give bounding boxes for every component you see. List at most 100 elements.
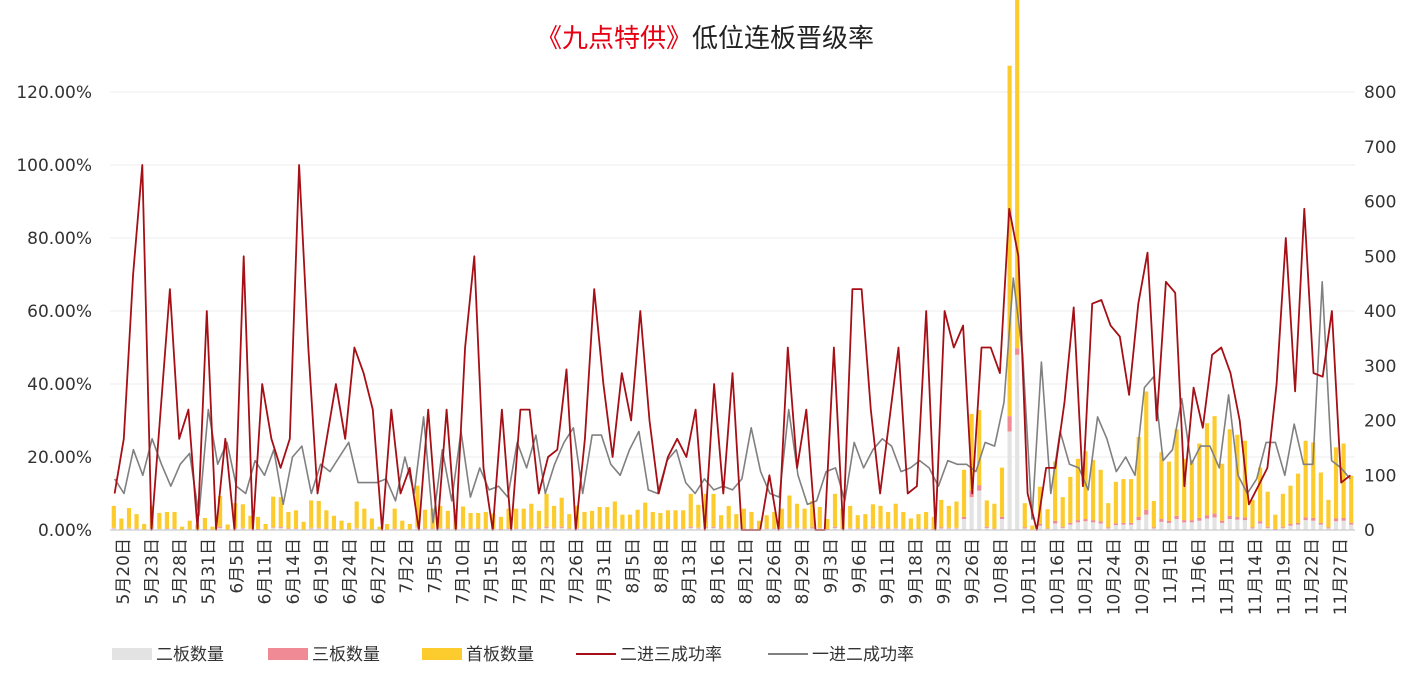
bar-board1 bbox=[1333, 447, 1339, 519]
bar-board3 bbox=[779, 528, 784, 529]
bar-board1 bbox=[1250, 499, 1255, 528]
bar-board1 bbox=[1045, 509, 1050, 529]
bar-board3 bbox=[1075, 520, 1080, 523]
bar-board1 bbox=[855, 515, 860, 529]
bar-board3 bbox=[422, 528, 428, 529]
bar-board1 bbox=[673, 510, 678, 529]
bar-board1 bbox=[1258, 467, 1263, 522]
bar-board3 bbox=[961, 516, 967, 520]
bar-board2 bbox=[164, 528, 170, 530]
bar-board2 bbox=[794, 528, 800, 530]
bar-board2 bbox=[1235, 519, 1240, 530]
bar-board3 bbox=[1311, 517, 1316, 521]
bar-board3 bbox=[764, 528, 769, 529]
bar-board2 bbox=[992, 528, 997, 530]
bar-board1 bbox=[1204, 423, 1210, 516]
x-tick-label: 8月5日 bbox=[623, 538, 643, 594]
bar-board1 bbox=[901, 511, 906, 529]
bar-board3 bbox=[772, 528, 777, 529]
bar-board3 bbox=[848, 527, 853, 529]
bar-board2 bbox=[764, 528, 769, 530]
bar-board2 bbox=[1015, 354, 1020, 530]
bar-board3 bbox=[734, 528, 739, 529]
x-tick-label: 6月11日 bbox=[256, 538, 276, 604]
bar-board3 bbox=[817, 527, 822, 529]
bar-board2 bbox=[438, 528, 443, 530]
bar-board2 bbox=[1204, 518, 1210, 530]
bar-board1 bbox=[893, 503, 898, 528]
bar-board3 bbox=[787, 527, 792, 528]
bar-board1 bbox=[172, 511, 177, 529]
bar-board3 bbox=[1212, 513, 1217, 518]
bar-board3 bbox=[1128, 522, 1134, 525]
x-tick-label: 5月20日 bbox=[114, 538, 134, 604]
bar-board3 bbox=[688, 526, 693, 528]
legend-rate-1to2-label: 一进二成功率 bbox=[812, 645, 914, 665]
bar-board3 bbox=[111, 527, 116, 529]
bar-board2 bbox=[430, 528, 435, 530]
bar-board1 bbox=[377, 526, 382, 530]
bar-board1 bbox=[741, 508, 746, 529]
bar-board2 bbox=[1258, 523, 1263, 530]
bar-board3 bbox=[1083, 519, 1088, 522]
bar-board1 bbox=[476, 513, 481, 529]
bar-board1 bbox=[1265, 491, 1270, 527]
line-rate-2to3 bbox=[113, 164, 1351, 531]
bar-board3 bbox=[658, 528, 663, 529]
bar-board3 bbox=[514, 528, 519, 529]
bar-board3 bbox=[1288, 523, 1293, 526]
x-tick-label: 7月18日 bbox=[510, 538, 530, 604]
bar-board1 bbox=[225, 524, 230, 530]
x-tick-label: 9月18日 bbox=[906, 538, 926, 604]
bar-board2 bbox=[468, 528, 473, 530]
x-tick-label: 11月19日 bbox=[1274, 538, 1294, 615]
bar-board2 bbox=[1288, 525, 1293, 530]
bar-board1 bbox=[764, 515, 769, 529]
bar-board3 bbox=[901, 528, 906, 529]
bar-board3 bbox=[255, 528, 261, 530]
bar-board2 bbox=[111, 528, 116, 530]
bar-board3 bbox=[1106, 527, 1111, 529]
bar-board2 bbox=[923, 528, 929, 530]
y-left-tick-label: 0.00% bbox=[38, 521, 92, 541]
bar-board2 bbox=[126, 528, 132, 530]
bar-board3 bbox=[886, 528, 891, 529]
y-right-tick-label: 400 bbox=[1364, 302, 1396, 322]
bar-board2 bbox=[643, 528, 648, 530]
bar-board2 bbox=[1068, 524, 1073, 530]
legend-board1-label: 首板数量 bbox=[466, 645, 534, 665]
bar-board2 bbox=[939, 528, 944, 530]
bar-board2 bbox=[1159, 521, 1164, 530]
bar-board3 bbox=[271, 527, 276, 528]
bar-board1 bbox=[400, 520, 405, 530]
y-right-tick-label: 800 bbox=[1364, 83, 1396, 103]
bar-board1 bbox=[552, 505, 557, 528]
bar-board1 bbox=[521, 508, 526, 529]
legend-rate-2to3-label: 二进三成功率 bbox=[620, 645, 722, 665]
bar-board2 bbox=[1220, 522, 1225, 530]
chart-title-accent: 《九点特供》 bbox=[535, 24, 692, 54]
x-tick-label: 8月26日 bbox=[765, 538, 785, 604]
bar-board3 bbox=[286, 528, 291, 529]
bar-board2 bbox=[354, 528, 359, 530]
bar-board2 bbox=[673, 528, 678, 530]
bar-board1 bbox=[605, 507, 610, 528]
bar-board2 bbox=[1121, 524, 1126, 530]
bar-board1 bbox=[468, 513, 473, 529]
bar-board3 bbox=[415, 526, 420, 528]
bar-board3 bbox=[726, 527, 731, 529]
bar-board1 bbox=[749, 511, 754, 529]
bar-board2 bbox=[810, 528, 815, 530]
bar-board2 bbox=[483, 528, 488, 530]
bar-board2 bbox=[901, 528, 906, 530]
x-tick-label: 10月8日 bbox=[991, 538, 1011, 604]
x-tick-label: 11月11日 bbox=[1218, 538, 1238, 615]
bar-board3 bbox=[1242, 517, 1248, 521]
bar-board1 bbox=[931, 516, 936, 529]
bar-board2 bbox=[863, 528, 868, 530]
bar-board3 bbox=[703, 526, 709, 528]
bar-board2 bbox=[476, 528, 481, 530]
x-tick-label: 10月11日 bbox=[1020, 538, 1040, 615]
bar-board1 bbox=[1068, 476, 1073, 523]
